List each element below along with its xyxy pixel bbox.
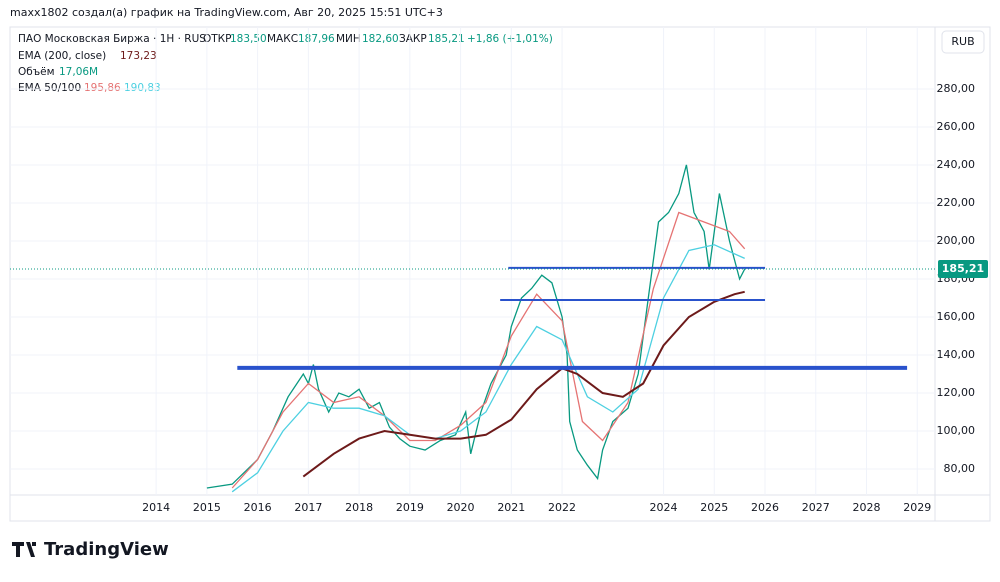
ema-line <box>302 290 745 478</box>
x-tick-label: 2029 <box>903 501 931 514</box>
legend-close: 185,21 <box>428 33 465 45</box>
ema-line <box>231 244 745 493</box>
legend-ema-label: EMA 50/100 <box>18 82 81 94</box>
x-tick-label: 2021 <box>497 501 525 514</box>
footer-brand: TradingView <box>44 539 169 560</box>
y-tick-label: 220,00 <box>937 196 976 209</box>
x-tick-label: 2028 <box>853 501 881 514</box>
legend-ema200-label: EMA (200, close) <box>18 50 106 62</box>
legend-open-label: ОТКР <box>203 33 231 45</box>
legend-high: 187,96 <box>298 33 335 45</box>
x-tick-label: 2026 <box>751 501 779 514</box>
x-tick-label: 2014 <box>142 501 170 514</box>
legend-open: 183,50 <box>230 33 267 45</box>
currency-label: RUB <box>951 35 974 48</box>
y-tick-label: 240,00 <box>937 158 976 171</box>
footer-logo: TradingView <box>12 539 169 560</box>
legend-ema50: 195,86 <box>84 82 121 94</box>
legend-ema100: 190,83 <box>124 82 161 94</box>
last-price-label: 185,21 <box>942 262 984 275</box>
x-tick-label: 2019 <box>396 501 424 514</box>
x-tick-label: 2027 <box>802 501 830 514</box>
y-tick-label: 260,00 <box>937 120 976 133</box>
last-price-tag <box>938 260 988 279</box>
x-tick-label: 2024 <box>650 501 678 514</box>
price-line <box>206 164 746 489</box>
x-tick-label: 2016 <box>244 501 272 514</box>
y-tick-label: 120,00 <box>937 386 976 399</box>
y-tick-label: 160,00 <box>937 310 976 323</box>
legend-volume-label: Объём <box>18 66 55 78</box>
y-tick-label: 200,00 <box>937 234 976 247</box>
x-tick-label: 2022 <box>548 501 576 514</box>
legend-low-label: МИН <box>336 33 361 45</box>
x-tick-label: 2015 <box>193 501 221 514</box>
x-tick-label: 2018 <box>345 501 373 514</box>
legend-change: +1,86 (+1,01%) <box>467 33 553 45</box>
x-tick-label: 2017 <box>294 501 322 514</box>
logo-icon <box>12 542 36 557</box>
legend-high-label: МАКС <box>267 33 298 45</box>
legend-close-label: ЗАКР <box>399 33 427 45</box>
y-tick-label: 100,00 <box>937 424 976 437</box>
legend-symbol: ПАО Московская Биржа · 1Н · RUS <box>18 33 206 45</box>
legend-ema200: 173,23 <box>120 50 157 62</box>
y-tick-label: 140,00 <box>937 348 976 361</box>
y-tick-label: 80,00 <box>944 462 976 475</box>
chart-frame <box>9 26 991 522</box>
y-tick-label: 280,00 <box>937 82 976 95</box>
x-tick-label: 2020 <box>447 501 475 514</box>
legend-volume: 17,06M <box>59 66 98 78</box>
plot: 80,00100,00120,00140,00160,00180,00200,0… <box>10 27 988 514</box>
currency-button[interactable] <box>941 30 985 54</box>
legend-low: 182,60 <box>362 33 399 45</box>
x-tick-label: 2025 <box>700 501 728 514</box>
header-title: maxx1802 создал(а) график на TradingView… <box>10 6 443 19</box>
